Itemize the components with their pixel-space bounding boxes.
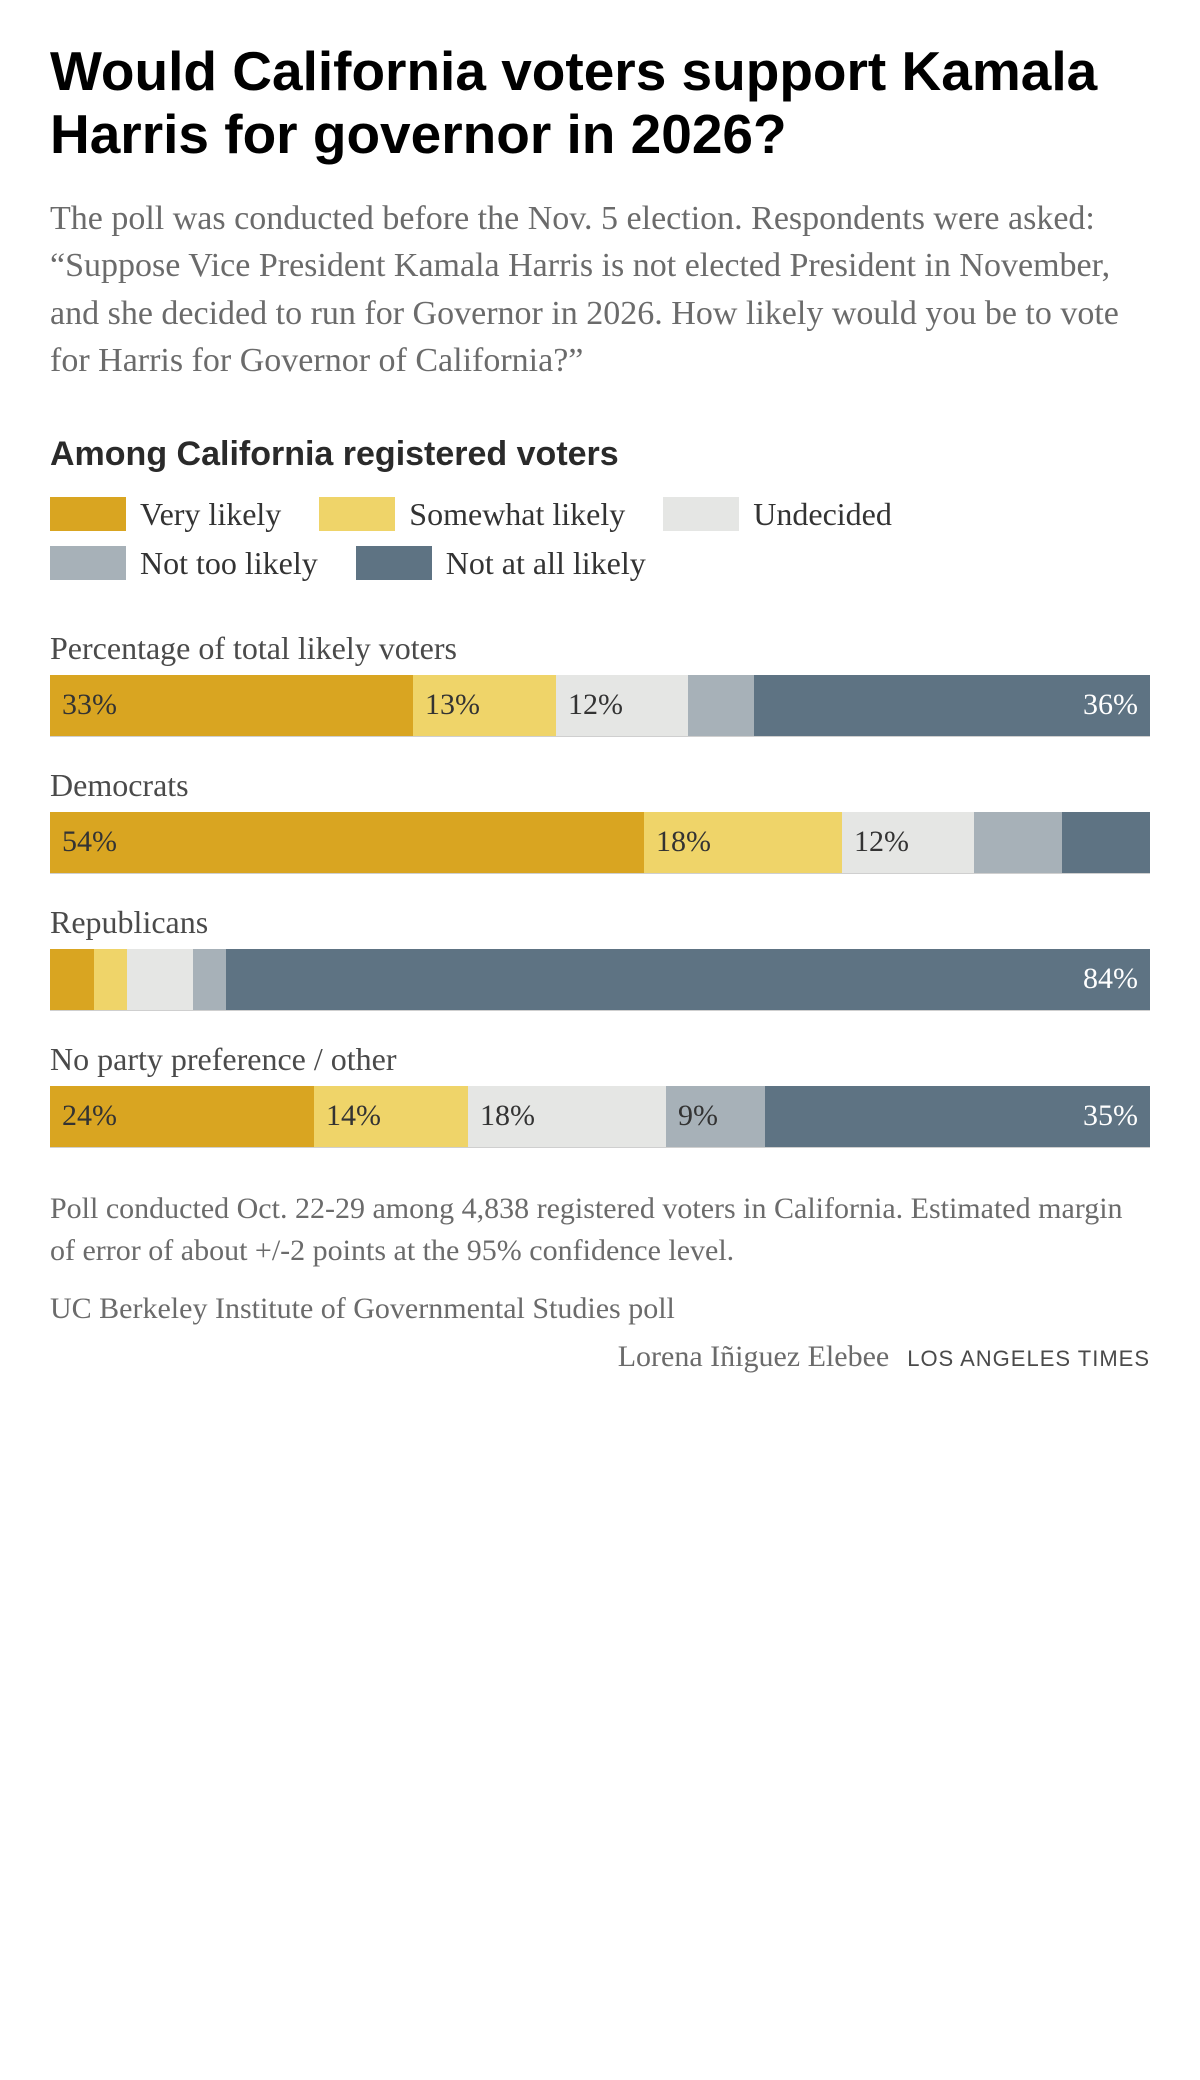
legend-item: Not at all likely [356, 545, 646, 582]
bar-segment-value: 36% [1083, 688, 1138, 722]
chart-footnote: Poll conducted Oct. 22-29 among 4,838 re… [50, 1188, 1150, 1272]
bar-segment: 54% [50, 812, 644, 873]
chart-title: Would California voters support Kamala H… [50, 40, 1150, 167]
bar-segment: 12% [556, 675, 688, 736]
bar-segment-value: 54% [62, 825, 117, 859]
stacked-bar: 33% 13% 12% 36% [50, 675, 1150, 737]
publisher-label: LOS ANGELES TIMES [907, 1346, 1150, 1372]
legend-item: Somewhat likely [319, 496, 625, 533]
bar-group: Percentage of total likely voters 33% 13% 1… [50, 630, 1150, 737]
bar-segment [127, 949, 193, 1010]
bar-segment [193, 949, 226, 1010]
bar-segment-value: 12% [568, 688, 623, 722]
bar-segment: 18% [644, 812, 842, 873]
bar-segment: 33% [50, 675, 413, 736]
legend: Very likely Somewhat likely Undecided Not t… [50, 496, 1150, 594]
legend-label: Very likely [140, 496, 281, 533]
bar-segment: 18% [468, 1086, 666, 1147]
chart-credit: Lorena Iñiguez Elebee [618, 1340, 890, 1374]
legend-swatch [50, 546, 126, 580]
bar-group-label: Percentage of total likely voters [50, 630, 1150, 667]
stacked-bar: 84% [50, 949, 1150, 1011]
bar-group: Democrats 54% 18% 12% [50, 767, 1150, 874]
bar-segment: 36% [754, 675, 1150, 736]
bar-segment: 35% [765, 1086, 1150, 1147]
legend-item: Very likely [50, 496, 281, 533]
bar-segment: 14% [314, 1086, 468, 1147]
bar-group: No party preference / other 24% 14% 18% 9% 35… [50, 1041, 1150, 1148]
legend-swatch [663, 497, 739, 531]
stacked-bar: 54% 18% 12% [50, 812, 1150, 874]
bar-segment: 9% [666, 1086, 765, 1147]
credit-row: Lorena Iñiguez Elebee LOS ANGELES TIMES [50, 1340, 1150, 1374]
bar-segment: 24% [50, 1086, 314, 1147]
legend-label: Not too likely [140, 545, 318, 582]
bar-segment: 84% [226, 949, 1150, 1010]
bar-segment-value: 13% [425, 688, 480, 722]
legend-swatch [356, 546, 432, 580]
legend-item: Not too likely [50, 545, 318, 582]
legend-label: Undecided [753, 496, 892, 533]
bar-group-label: No party preference / other [50, 1041, 1150, 1078]
bar-segment-value: 84% [1083, 962, 1138, 996]
legend-label: Somewhat likely [409, 496, 625, 533]
bar-group-label: Democrats [50, 767, 1150, 804]
bar-segment-value: 33% [62, 688, 117, 722]
chart-source: UC Berkeley Institute of Governmental St… [50, 1292, 1150, 1326]
bar-segment-value: 14% [326, 1099, 381, 1133]
bar-segment-value: 18% [480, 1099, 535, 1133]
bar-segment-value: 12% [854, 825, 909, 859]
chart-subhead: Among California registered voters [50, 435, 1150, 474]
legend-swatch [319, 497, 395, 531]
bar-segment: 13% [413, 675, 556, 736]
bar-segment-value: 35% [1083, 1099, 1138, 1133]
bar-segment: 12% [842, 812, 974, 873]
bar-segment [94, 949, 127, 1010]
bar-group-label: Republicans [50, 904, 1150, 941]
bar-segment [688, 675, 754, 736]
bar-segment [974, 812, 1062, 873]
bar-segment-value: 24% [62, 1099, 117, 1133]
legend-label: Not at all likely [446, 545, 646, 582]
stacked-bar-chart: Percentage of total likely voters 33% 13% 1… [50, 630, 1150, 1148]
legend-item: Undecided [663, 496, 892, 533]
bar-segment-value: 18% [656, 825, 711, 859]
bar-segment [1062, 812, 1150, 873]
legend-swatch [50, 497, 126, 531]
bar-segment [50, 949, 94, 1010]
bar-group: Republicans 84% [50, 904, 1150, 1011]
stacked-bar: 24% 14% 18% 9% 35% [50, 1086, 1150, 1148]
chart-description: The poll was conducted before the Nov. 5… [50, 195, 1150, 385]
bar-segment-value: 9% [678, 1099, 718, 1133]
